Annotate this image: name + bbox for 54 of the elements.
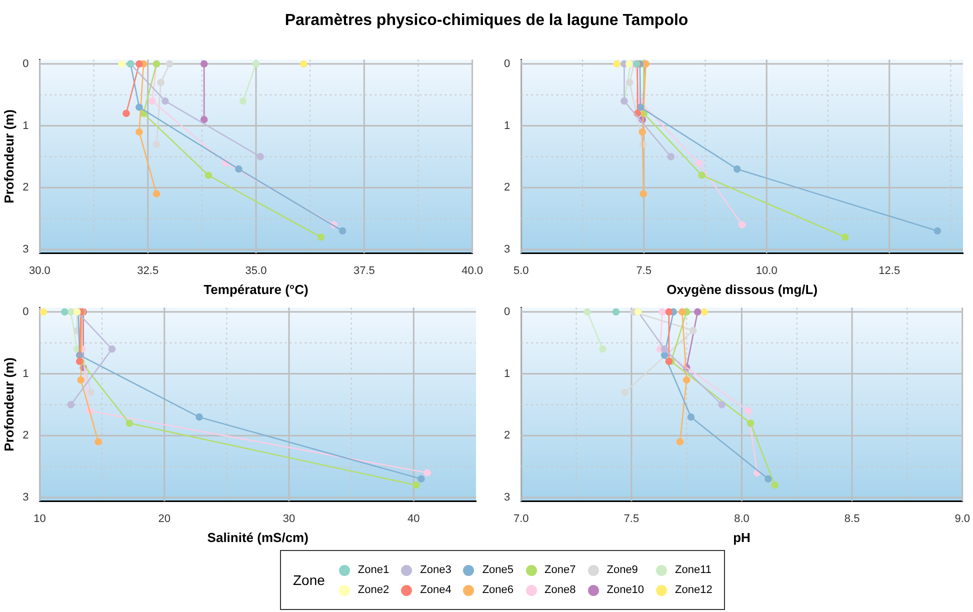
y-tick-label: 0 (22, 306, 29, 318)
legend-label: Zone10 (606, 584, 644, 596)
legend-label: Zone5 (482, 564, 514, 576)
legend-label: Zone6 (482, 584, 514, 596)
y-tick-label: 1 (504, 120, 510, 132)
x-axis-title: Salinité (mS/cm) (207, 530, 308, 545)
x-tick-label: 9.0 (954, 512, 970, 525)
x-tick-label: 10.0 (756, 264, 778, 277)
x-axis-title: Oxygène dissous (mg/L) (666, 282, 818, 297)
y-tick-label: 2 (22, 430, 29, 442)
y-tick-label: 1 (504, 368, 510, 380)
y-tick-label: 3 (22, 244, 29, 256)
x-tick-label: 20 (158, 512, 170, 525)
x-tick-label: 30.0 (29, 264, 50, 277)
y-tick-label: 1 (22, 368, 29, 380)
y-tick-label: 2 (22, 182, 29, 194)
y-tick-label: 0 (22, 58, 29, 70)
x-axis-title: pH (733, 530, 750, 545)
x-tick-label: 7.5 (624, 512, 640, 525)
x-tick-label: 12.5 (878, 264, 900, 277)
y-tick-label: 2 (504, 430, 510, 442)
x-tick-label: 30 (282, 512, 296, 525)
y-tick-label: 2 (504, 182, 510, 194)
x-tick-label: 8.5 (844, 512, 860, 525)
y-tick-label: 3 (504, 492, 510, 504)
legend-label: Zone2 (358, 584, 390, 596)
legend-label: Zone1 (358, 564, 390, 576)
x-tick-label: 5.0 (513, 264, 529, 277)
y-tick-label: 0 (504, 58, 510, 70)
x-tick-label: 7.5 (636, 264, 652, 277)
legend-label: Zone9 (606, 564, 638, 576)
x-tick-label: 32.5 (137, 264, 159, 277)
chart-title: Paramètres physico-chimiques de la lagune Tampolo (284, 12, 690, 30)
x-tick-label: 10 (34, 512, 46, 525)
legend-label: Zone8 (544, 584, 576, 596)
x-tick-label: 8.0 (734, 512, 750, 525)
y-tick-label: 1 (22, 120, 29, 132)
legend-label: Zone4 (420, 584, 452, 596)
x-tick-label: 37.5 (353, 264, 375, 277)
legend-label: Zone7 (544, 564, 576, 576)
legend-label: Zone12 (675, 584, 712, 596)
x-axis-title: Température (°C) (204, 282, 308, 297)
y-tick-label: 3 (22, 492, 29, 504)
legend-label: Zone11 (675, 564, 712, 576)
x-tick-label: 35.0 (245, 264, 267, 277)
x-tick-label: 40 (408, 512, 420, 525)
legend-title: Zone (293, 572, 325, 588)
y-tick-label: 0 (504, 306, 510, 318)
legend-label: Zone3 (420, 564, 452, 576)
x-tick-label: 40.0 (462, 264, 484, 277)
y-axis-title: Profondeur (m) (1, 357, 16, 452)
y-tick-label: 3 (504, 244, 510, 256)
y-axis-title: Profondeur (m) (1, 109, 16, 204)
x-tick-label: 7.0 (513, 512, 529, 525)
